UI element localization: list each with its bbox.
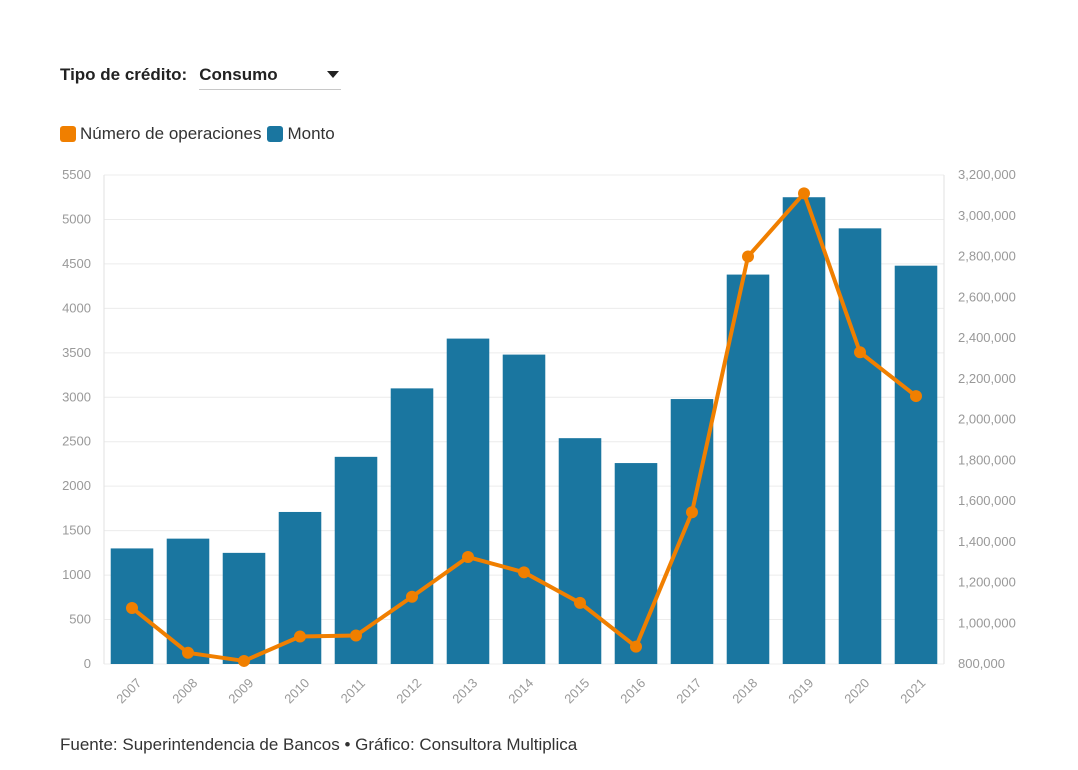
y-left-tick-label: 5500 [62, 167, 91, 182]
bar-monto [334, 456, 378, 664]
y-right-tick-label: 1,200,000 [958, 575, 1016, 590]
point-operaciones [630, 640, 642, 653]
y-right-tick-label: 1,000,000 [958, 615, 1016, 630]
source-note: Fuente: Superintendencia de Bancos • Grá… [60, 735, 578, 754]
x-tick-label: 2010 [281, 675, 312, 706]
point-operaciones [406, 590, 418, 603]
bar-monto [558, 438, 602, 664]
x-tick-label: 2016 [617, 675, 648, 706]
point-operaciones [742, 250, 754, 263]
y-left-tick-label: 4000 [62, 300, 91, 315]
credit-type-selected-value: Consumo [199, 64, 278, 84]
y-left-tick-label: 4500 [62, 256, 91, 271]
credit-type-select[interactable]: Consumo [199, 60, 342, 90]
bar-monto [614, 463, 658, 664]
bar-monto [726, 274, 770, 664]
point-operaciones [798, 187, 810, 200]
bar-monto [838, 228, 882, 664]
point-operaciones [238, 654, 250, 667]
y-left-tick-label: 3000 [62, 389, 91, 404]
point-operaciones [854, 346, 866, 359]
filter-label: Tipo de crédito: [60, 65, 188, 84]
y-right-tick-label: 800,000 [958, 656, 1005, 671]
y-left-tick-label: 2000 [62, 478, 91, 493]
chevron-down-icon [327, 71, 340, 78]
y-left-tick-label: 3500 [62, 345, 91, 360]
y-right-tick-label: 1,800,000 [958, 452, 1016, 467]
bar-monto [502, 354, 546, 664]
y-right-tick-label: 3,000,000 [958, 208, 1016, 223]
y-left-tick-label: 1500 [62, 523, 91, 538]
y-right-tick-label: 2,200,000 [958, 371, 1016, 386]
point-operaciones [294, 630, 306, 643]
bar-monto [894, 265, 938, 664]
x-tick-label: 2017 [673, 675, 704, 706]
point-operaciones [462, 551, 474, 564]
y-left-tick-label: 1000 [62, 567, 91, 582]
x-tick-label: 2020 [841, 675, 872, 706]
bar-monto [446, 338, 490, 664]
x-tick-label: 2013 [449, 675, 480, 706]
x-tick-label: 2014 [505, 675, 536, 706]
x-tick-label: 2019 [785, 675, 816, 706]
point-operaciones [350, 629, 362, 642]
x-tick-label: 2015 [561, 675, 592, 706]
legend-label-operaciones: Número de operaciones [80, 124, 262, 143]
y-right-tick-label: 2,800,000 [958, 249, 1016, 264]
x-tick-label: 2011 [338, 676, 368, 706]
chart-legend: Número de operaciones Monto [60, 124, 341, 144]
legend-swatch-operaciones [60, 126, 76, 142]
y-right-tick-label: 2,000,000 [958, 412, 1016, 427]
y-left-tick-label: 2500 [62, 434, 91, 449]
point-operaciones [686, 506, 698, 519]
bar-monto [222, 552, 266, 664]
y-right-tick-label: 1,400,000 [958, 534, 1016, 549]
legend-item-monto[interactable]: Monto [267, 124, 335, 144]
legend-item-operaciones[interactable]: Número de operaciones [60, 124, 261, 144]
bar-monto [390, 388, 434, 664]
credit-type-filter: Tipo de crédito: Consumo [60, 60, 342, 90]
x-tick-label: 2007 [113, 675, 144, 706]
point-operaciones [182, 646, 194, 659]
y-right-tick-label: 3,200,000 [958, 167, 1016, 182]
x-tick-label: 2008 [169, 675, 200, 706]
point-operaciones [126, 601, 138, 614]
y-left-tick-label: 500 [69, 612, 91, 627]
point-operaciones [910, 390, 922, 403]
bar-monto [782, 197, 826, 664]
y-left-tick-label: 5000 [62, 211, 91, 226]
y-right-tick-label: 2,400,000 [958, 330, 1016, 345]
bar-monto [166, 538, 210, 664]
y-left-tick-label: 0 [84, 656, 91, 671]
x-tick-label: 2012 [393, 675, 424, 706]
x-tick-label: 2009 [225, 675, 256, 706]
y-right-tick-label: 2,600,000 [958, 289, 1016, 304]
y-right-tick-label: 1,600,000 [958, 493, 1016, 508]
point-operaciones [518, 566, 530, 579]
legend-swatch-monto [267, 126, 284, 142]
legend-label-monto: Monto [287, 124, 335, 143]
x-tick-label: 2021 [897, 675, 928, 706]
point-operaciones [574, 596, 586, 609]
x-tick-label: 2018 [729, 675, 760, 706]
